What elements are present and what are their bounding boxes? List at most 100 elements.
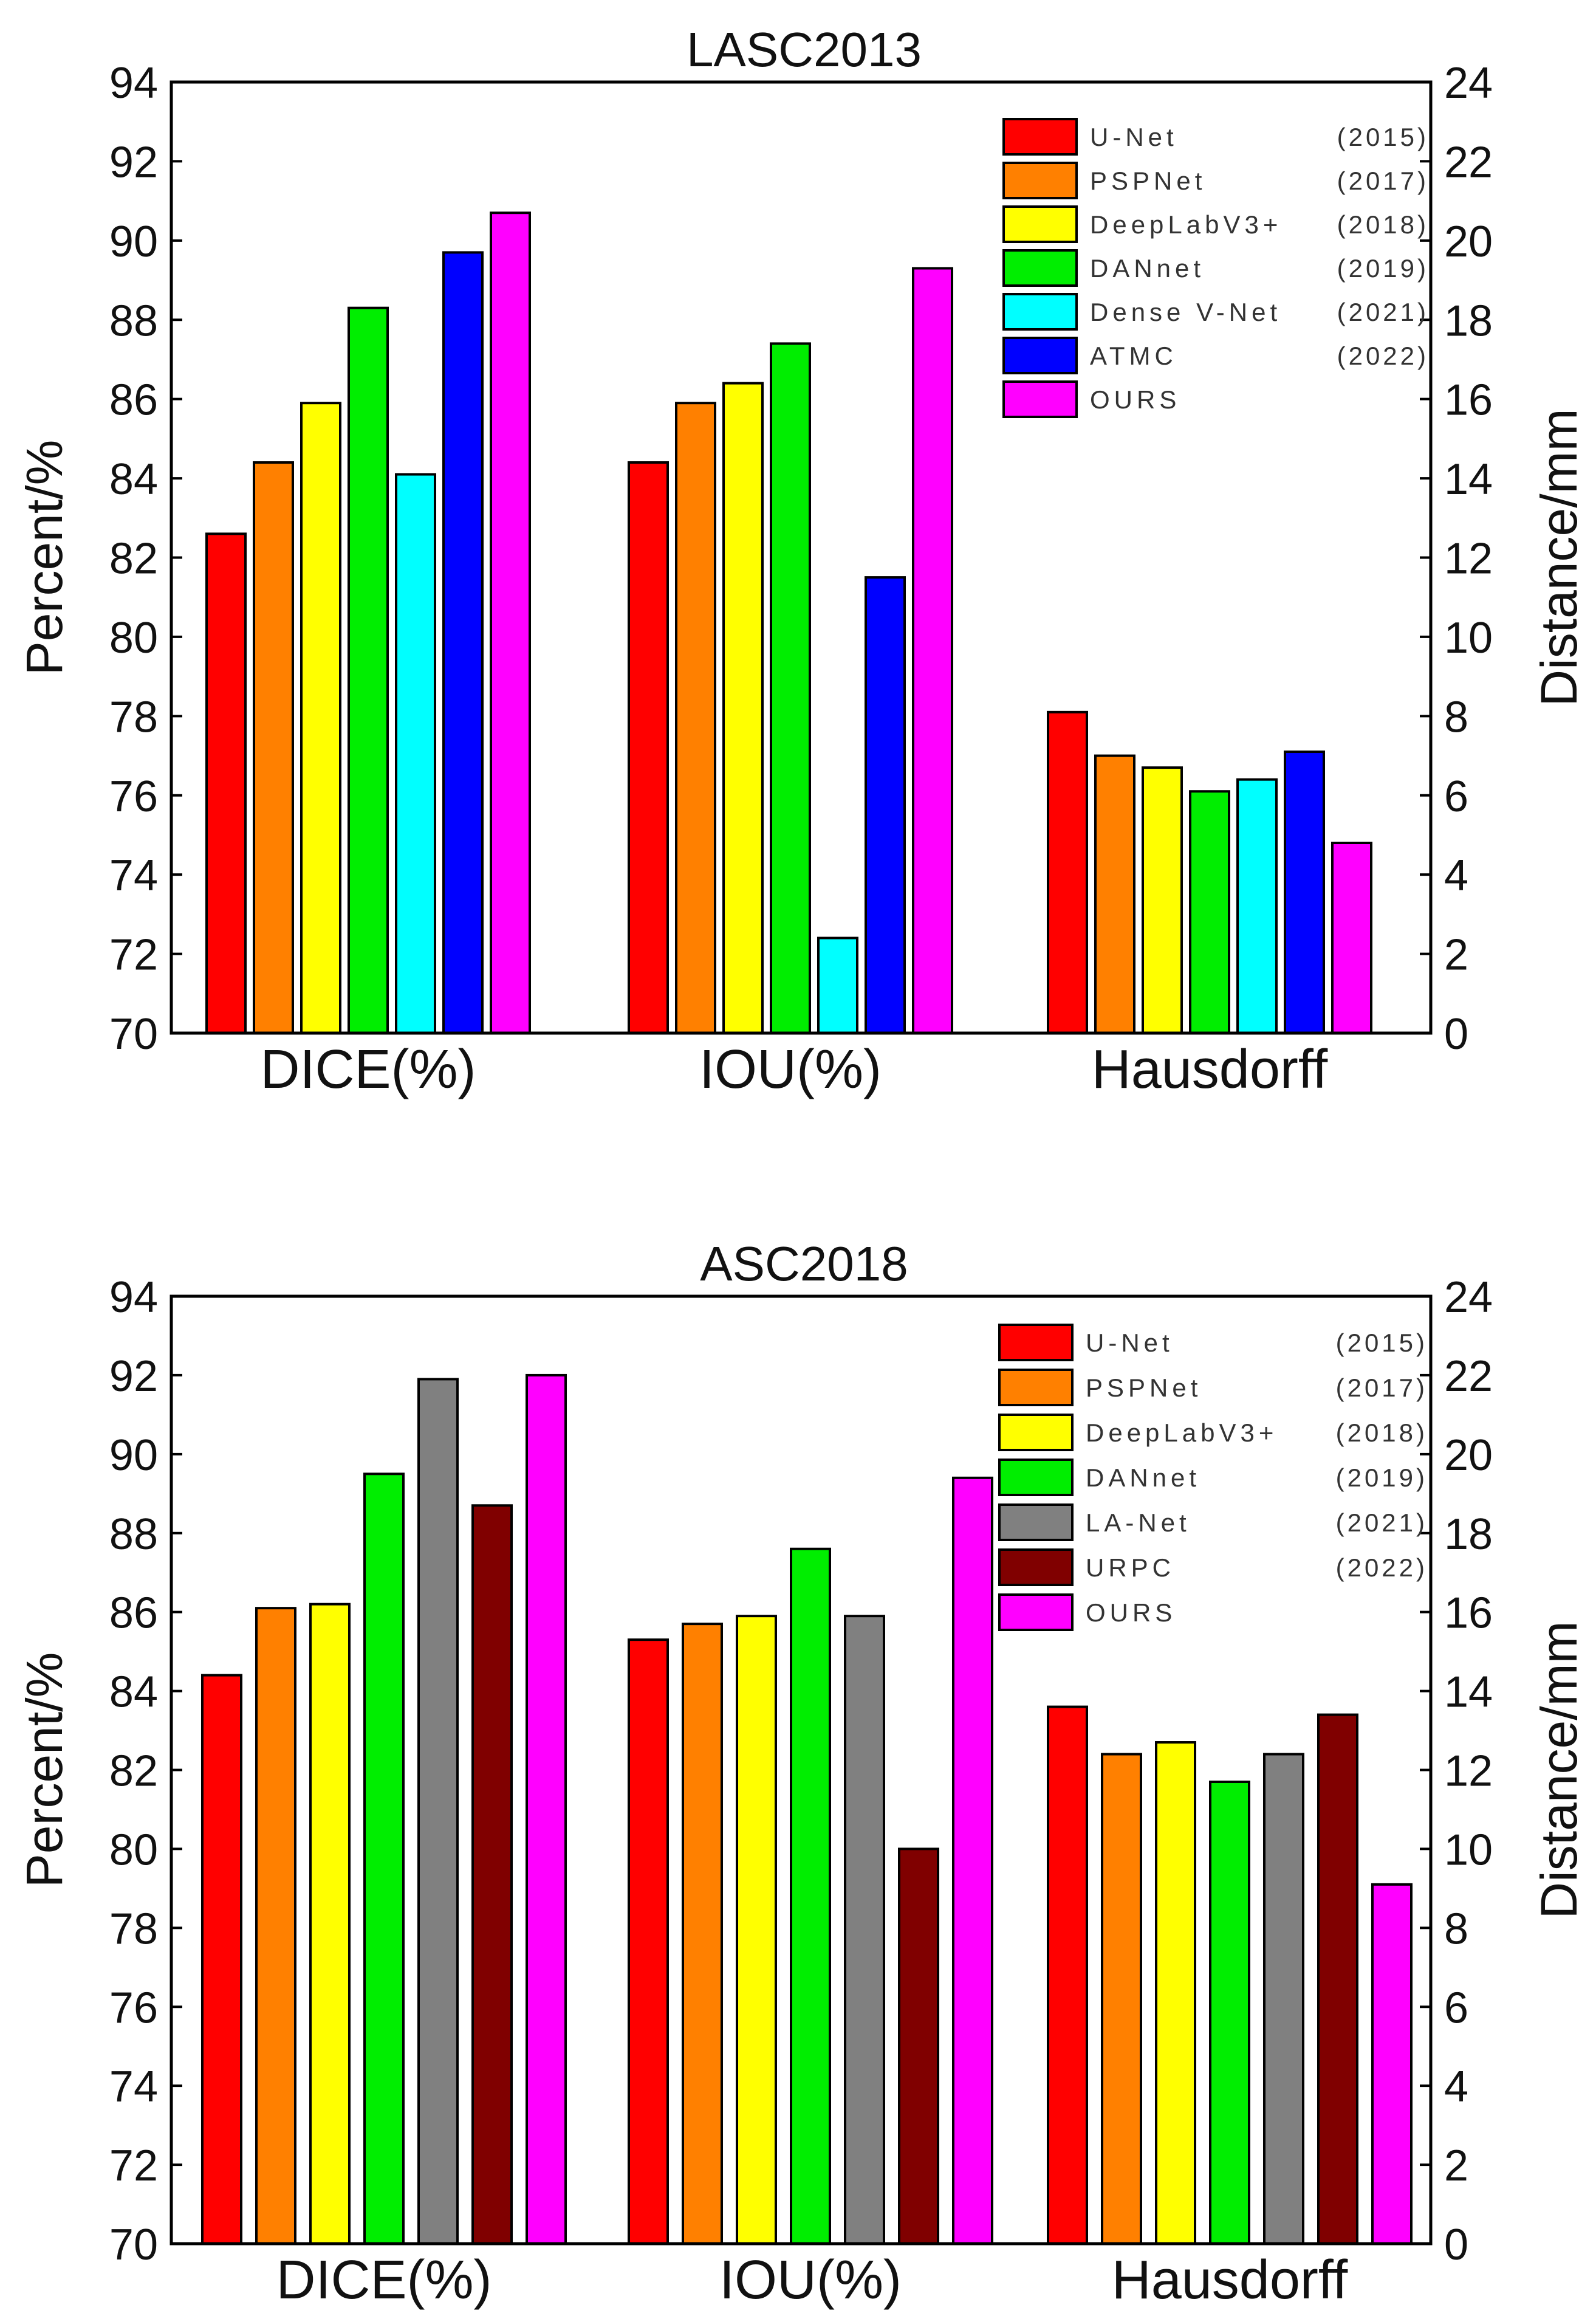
legend-swatch [1002,293,1078,331]
legend-swatch [1002,205,1078,243]
legend: U-Net (2015)PSPNet (2017)DeepLabV3+ (2018)D… [998,1324,1428,1631]
bar-u-net-3 [1047,1705,1088,2245]
left-tick-label: 84 [109,455,158,504]
right-tick-label: 22 [1444,138,1493,187]
right-tick-label: 2 [1444,931,1468,980]
right-tick-label: 22 [1444,1352,1493,1401]
legend-name: Dense V-Net [1090,298,1281,326]
bar-ours-1 [490,211,531,1034]
left-tick-label: 92 [109,138,158,187]
left-tick-label: 72 [109,931,158,980]
legend-name: U-Net [1086,1328,1174,1357]
legend-name: OURS [1090,385,1180,414]
right-tick-label: 6 [1444,1984,1468,2032]
legend-year: (2021) [1337,298,1429,326]
legend-swatch [1002,118,1078,156]
legend-name: DANnet [1090,254,1205,283]
bar-deeplabv3--1 [309,1603,351,2245]
legend-item: PSPNet (2017) [1002,162,1426,199]
legend-swatch [998,1414,1074,1451]
bar-pspnet-3 [1101,1753,1142,2245]
legend-name: OURS [1086,1598,1176,1627]
right-tick-label: 20 [1444,1431,1493,1480]
left-tick-label: 74 [109,851,158,900]
right-tick-label: 16 [1444,1589,1493,1638]
legend-name: DeepLabV3+ [1090,210,1282,239]
bar-ours-1 [526,1373,567,2246]
bars [205,211,1372,1035]
bar-u-net-3 [1047,710,1088,1034]
category-label: Hausdorff [1092,1039,1329,1100]
right-tick-label: 8 [1444,1905,1468,1953]
legend-year: (2017) [1336,1373,1428,1402]
legend-name: DeepLabV3+ [1086,1418,1278,1447]
legend-item: OURS [1002,380,1180,418]
right-tick-label: 12 [1444,535,1493,583]
legend-swatch [998,1369,1074,1406]
chart-panel-1: 7072747678808284868890929402468101214161… [16,22,1587,1100]
legend-year: (2015) [1337,123,1429,151]
right-tick-label: 6 [1444,772,1468,821]
category-label: IOU(%) [699,1039,882,1100]
right-tick-label: 18 [1444,1510,1493,1559]
left-tick-label: 88 [109,297,158,345]
bar-dense-v-net-2 [817,936,858,1034]
bar-pspnet-1 [253,461,294,1034]
left-tick-label: 90 [109,1431,158,1480]
legend-item: OURS [998,1593,1176,1631]
bar-dannet-3 [1209,1780,1250,2246]
category-label: Hausdorff [1112,2250,1349,2311]
left-tick-label: 76 [109,772,158,821]
bar-ours-2 [952,1476,993,2245]
right-tick-label: 24 [1444,59,1493,108]
legend-name: ATMC [1090,342,1177,370]
left-tick-label: 92 [109,1352,158,1401]
bar-deeplabv3--1 [300,402,341,1034]
right-tick-label: 16 [1444,376,1493,425]
legend-swatch [1002,162,1078,199]
category-labels: DICE(%) IOU(%) Hausdorff [276,2250,1349,2311]
bar-pspnet-2 [675,402,716,1034]
bars [201,1373,1413,2246]
bar-urpc-3 [1317,1713,1358,2245]
category-label: DICE(%) [261,1039,476,1100]
left-tick-label: 70 [109,1010,158,1059]
legend-name: LA-Net [1086,1508,1191,1537]
bar-deeplabv3--2 [736,1615,777,2246]
left-tick-label: 84 [109,1668,158,1717]
left-tick-label: 78 [109,1905,158,1953]
right-tick-label: 10 [1444,614,1493,662]
legend-item: DeepLabV3+ (2018) [1002,205,1426,243]
legend-year: (2022) [1337,342,1429,370]
right-tick-label: 8 [1444,693,1468,741]
right-tick-label: 0 [1444,2221,1468,2269]
legend-item: LA-Net (2021) [998,1503,1428,1541]
bar-urpc-2 [898,1847,939,2246]
bar-deeplabv3--3 [1155,1741,1196,2245]
bar-u-net-1 [201,1674,242,2246]
bar-dense-v-net-1 [395,473,436,1034]
left-axis: 70 72 74 76 78 80 82 84 86 88 90 92 94 [109,1273,182,2269]
legend-year: (2021) [1336,1508,1428,1537]
bar-dannet-2 [790,1547,831,2246]
legend-swatch [1002,380,1078,418]
legend-item: DeepLabV3+ (2018) [998,1414,1425,1451]
legend-item: ATMC (2022) [1002,337,1429,374]
legend-year: (2015) [1336,1328,1428,1357]
legend: U-Net (2015)PSPNet (2017)DeepLabV3+ (2018)D… [1002,118,1429,418]
legend-swatch [998,1503,1074,1541]
y-axis-label: Percent/% [16,440,73,676]
legend-item: URPC (2022) [998,1548,1428,1586]
bar-atmc-3 [1284,751,1325,1035]
bar-dannet-1 [348,306,389,1034]
left-tick-label: 94 [109,59,158,108]
bar-dense-v-net-3 [1236,778,1278,1034]
legend-name: URPC [1086,1553,1175,1582]
left-tick-label: 80 [109,1826,158,1874]
right-tick-label: 14 [1444,1668,1493,1717]
legend-year: (2022) [1336,1553,1428,1582]
category-label: IOU(%) [719,2250,902,2311]
y2-axis-label: Distance/mm [1530,408,1587,706]
left-tick-label: 88 [109,1510,158,1559]
